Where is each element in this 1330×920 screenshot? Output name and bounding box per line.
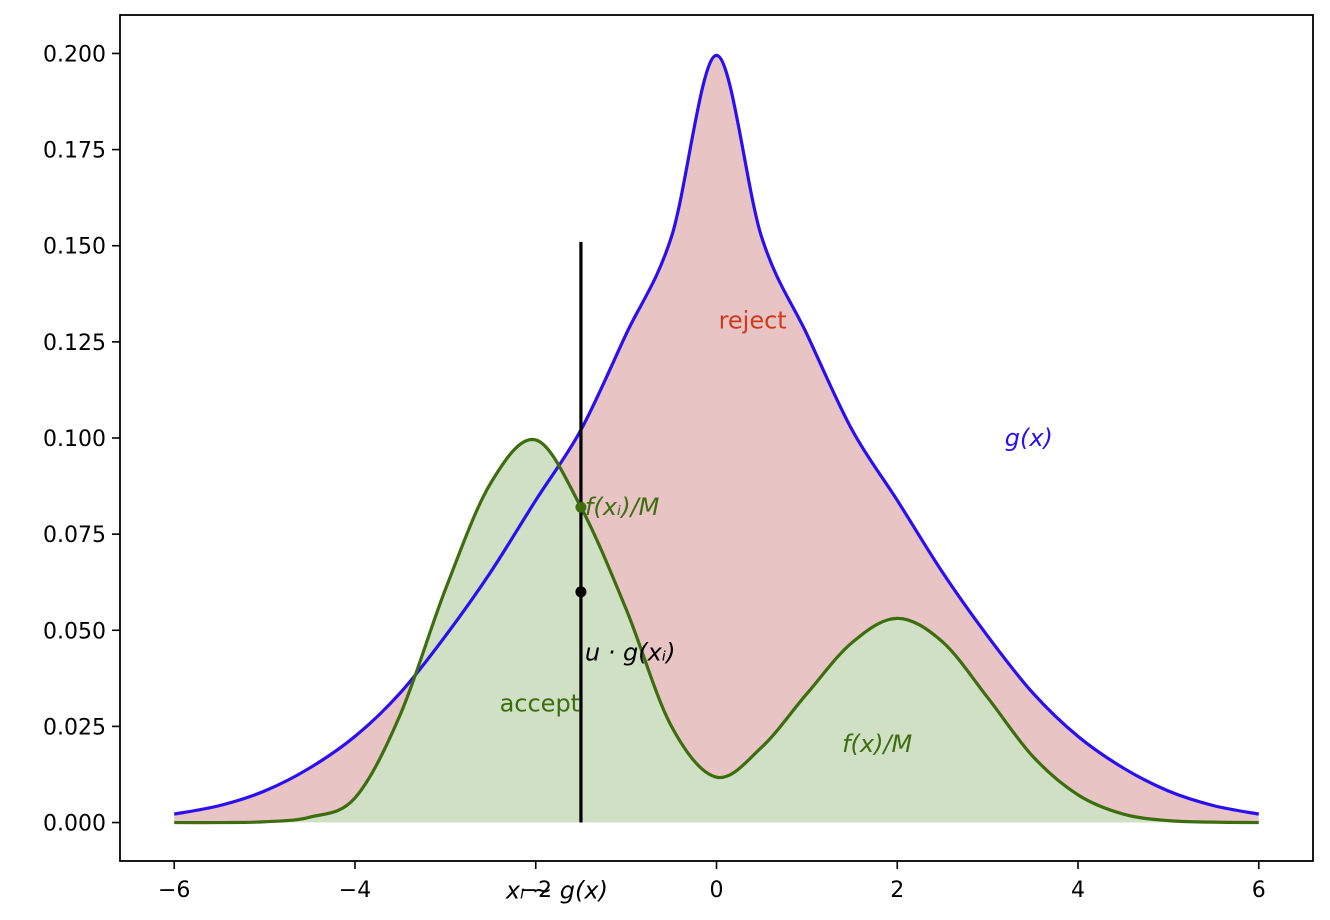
curves	[173, 53, 1260, 825]
y-tick-label: 0.050	[43, 619, 106, 644]
annotation-2: g(x)	[1005, 424, 1053, 452]
point-f-over-m	[575, 501, 587, 513]
y-tick-label: 0.075	[43, 523, 106, 548]
series-line-f-over-m	[174, 437, 1259, 825]
annotation-3: f(x)/M	[842, 730, 912, 758]
point-u-times-g	[575, 586, 587, 598]
y-tick-label: 0.150	[43, 235, 106, 260]
y-tick-label: 0.000	[43, 812, 106, 837]
x-axis: −6 −4 −2 0 2 4 6	[158, 861, 1266, 903]
annotation-6: xᵢ ~ g(x)	[505, 876, 608, 904]
x-tick-label: 4	[1071, 878, 1085, 903]
y-tick-label: 0.200	[43, 42, 106, 67]
y-tick-label: 0.175	[43, 139, 106, 164]
x-tick-label: −2	[520, 878, 552, 903]
sample-marker	[575, 241, 587, 823]
fill-reject-region	[174, 55, 1259, 823]
fill-regions	[174, 55, 1259, 823]
annotations: reject accept g(x) f(x)/M f(xᵢ)/M u · g(xᵢ) xᵢ…	[500, 307, 1053, 905]
series-line-g	[173, 53, 1260, 816]
x-tick-label: 0	[710, 878, 724, 903]
y-tick-label: 0.125	[43, 331, 106, 356]
y-tick-label: 0.100	[43, 427, 106, 452]
y-axis: 0.000 0.025 0.050 0.075 0.100 0.125 0.150 0.175…	[43, 42, 120, 837]
x-tick-label: 6	[1252, 878, 1266, 903]
annotation-5: u · g(xᵢ)	[585, 639, 676, 667]
fill-accept-region	[174, 439, 1259, 823]
x-tick-label: −4	[339, 878, 371, 903]
x-tick-label: −6	[158, 878, 190, 903]
y-tick-label: 0.025	[43, 715, 106, 740]
x-tick-label: 2	[890, 878, 904, 903]
annotation-0: reject	[719, 307, 787, 335]
annotation-4: f(xᵢ)/M	[585, 493, 660, 521]
annotation-1: accept	[500, 689, 581, 717]
